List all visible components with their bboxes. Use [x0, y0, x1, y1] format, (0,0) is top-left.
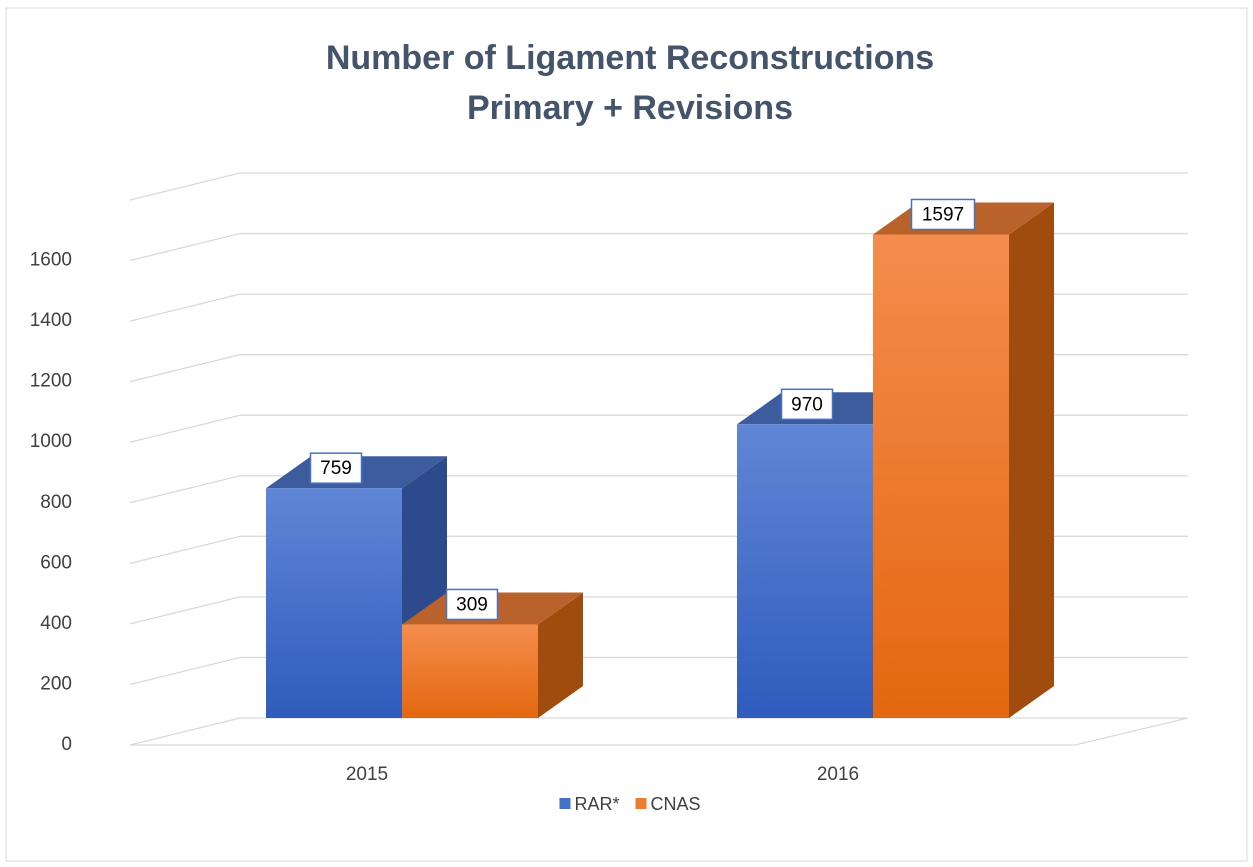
y-tick-label: 800: [40, 492, 72, 513]
y-tick-label: 0: [61, 734, 72, 755]
y-tick-label: 1000: [30, 431, 72, 452]
grid-line: [129, 717, 241, 746]
bar-side: [1009, 202, 1054, 719]
grid-line: [129, 596, 241, 625]
bar-front: [402, 624, 538, 718]
y-tick-label: 600: [40, 552, 72, 573]
bar: [873, 202, 1054, 719]
grid-line: [129, 475, 241, 504]
legend-swatch: [559, 798, 571, 809]
chart-subtitle: Primary + Revisions: [467, 89, 793, 127]
x-tick-label: 2016: [817, 764, 859, 785]
y-tick-label: 400: [40, 613, 72, 634]
legend: RAR* CNAS: [559, 794, 701, 814]
bar-front: [737, 424, 873, 718]
y-tick-label: 1600: [30, 250, 72, 271]
legend-label: RAR*: [574, 794, 619, 814]
value-label-box: [445, 588, 499, 621]
bar-side: [538, 592, 583, 718]
x-tick-label: 2015: [346, 764, 388, 785]
value-label: 970: [791, 394, 823, 415]
value-label-box: [780, 388, 834, 421]
y-tick-label: 1200: [30, 371, 72, 392]
grid-line: [129, 232, 241, 262]
grid-line: [129, 535, 241, 564]
legend-swatch: [635, 798, 647, 809]
value-label: 309: [456, 594, 488, 615]
legend-label: CNAS: [651, 794, 701, 814]
y-tick-label: 1400: [30, 310, 72, 331]
value-label-box: [309, 452, 363, 484]
grid-line: [129, 414, 241, 443]
y-tick-label: 200: [40, 673, 72, 694]
grid-line: [129, 656, 241, 686]
grid-line: [129, 293, 241, 322]
grid-line: [129, 172, 241, 201]
value-label-box: [910, 198, 976, 231]
value-label: 759: [320, 458, 352, 479]
bar-front: [266, 488, 402, 718]
chart-title: Number of Ligament Reconstructions: [326, 39, 934, 77]
bar-front: [873, 234, 1009, 719]
value-label: 1597: [922, 204, 964, 225]
floor-edge: [1074, 717, 1189, 746]
chart-border: [5, 7, 1248, 862]
grid-line: [129, 354, 241, 383]
